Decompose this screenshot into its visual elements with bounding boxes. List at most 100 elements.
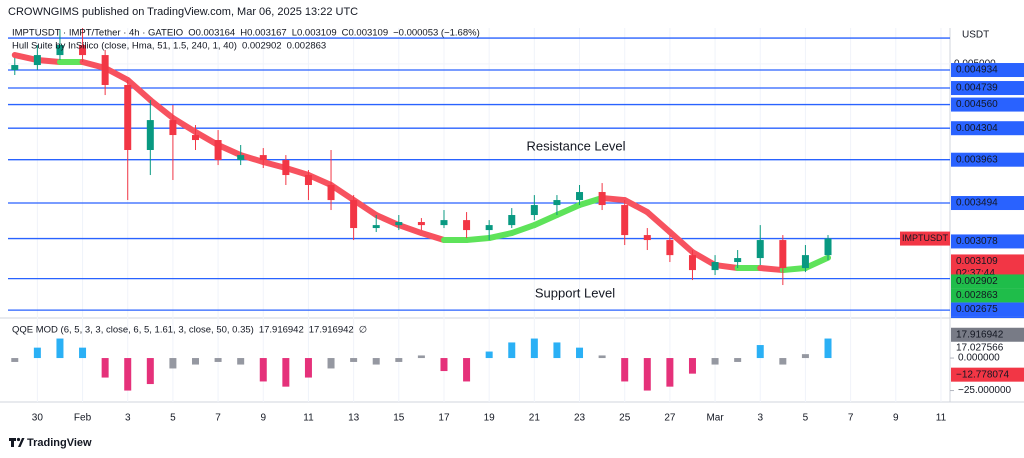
qqe-bar [734, 358, 742, 362]
tag-box [951, 234, 1024, 249]
candle-body [350, 200, 358, 229]
legend-text: IMPTUSDT · IMPT/Tether · 4h · GATEIO [12, 28, 183, 39]
tag-label: 0.003109 [956, 256, 998, 267]
legend-text: 17.916942 [259, 325, 304, 336]
qqe-bar [11, 358, 19, 362]
qqe-axis: 0.000000 −25.000000 17.916942 17.027566 −12.… [950, 327, 1024, 396]
price-tag: 17.027566 [956, 342, 1004, 353]
x-tick-label: 27 [664, 413, 676, 424]
legend-text: 0.002902 [242, 41, 282, 52]
candle-body [101, 55, 109, 85]
tag-box [951, 302, 1024, 317]
hull-segment [576, 195, 606, 209]
candle-body [11, 65, 19, 71]
candle-body [304, 175, 312, 186]
tag-label: 0.004560 [956, 99, 998, 110]
x-tick-label: 25 [619, 413, 631, 424]
hull-segment [712, 262, 741, 272]
hull-segment [644, 209, 673, 236]
candle-body [282, 160, 290, 176]
qqe-bar [463, 358, 471, 382]
candle-body [124, 84, 132, 151]
qqe-bar [33, 347, 41, 359]
tag-label: −12.778074 [956, 369, 1010, 380]
qqe-bar [146, 358, 154, 385]
x-tick-label: 15 [393, 413, 405, 424]
tag-label: 0.003963 [956, 154, 998, 165]
candle-body [666, 240, 674, 256]
candle-body [372, 225, 380, 229]
hull-segment [305, 172, 335, 189]
qqe-tick-label: −25.000000 [958, 385, 1012, 396]
price-tag: 0.002902 [951, 274, 1024, 289]
candle-body [734, 258, 742, 263]
tag-box [951, 97, 1024, 112]
hull-segment [192, 128, 222, 149]
brand: TradingView [27, 437, 92, 449]
tag-label: 0.002902 [956, 276, 998, 287]
x-tick-label: 17 [438, 413, 450, 424]
price-tag: 0.002334 [951, 316, 1024, 318]
qqe-area [11, 338, 832, 391]
candle-body [327, 185, 335, 201]
legend-text: QQE MOD (6, 5, 3, 3, close, 6, 5, 1.61, … [12, 325, 254, 336]
candle-body [237, 155, 245, 161]
logo-part [18, 438, 25, 447]
qqe-bar [101, 358, 109, 378]
qqe-bar [282, 358, 290, 387]
qqe-bar [214, 358, 222, 362]
qqe-bar [440, 358, 448, 372]
tag-box [951, 367, 1024, 382]
legend-text: L0.003109 [292, 28, 337, 39]
tag-box [951, 274, 1024, 289]
candle-body [259, 155, 267, 161]
x-tick-label: 3 [757, 413, 763, 424]
tag-box [951, 288, 1024, 303]
x-tick-label: 5 [170, 413, 176, 424]
qqe-bar [688, 358, 696, 374]
hull-segment [508, 222, 538, 237]
candle-body [146, 120, 154, 151]
qqe-tick-label: 0.000000 [958, 353, 1000, 364]
candle-body [598, 192, 606, 206]
tag-box [951, 81, 1024, 96]
candle-body [79, 44, 87, 56]
tag-box [951, 63, 1024, 78]
tag-label: 0.004934 [956, 65, 998, 76]
hull-segment [282, 165, 312, 179]
currency: USDT [962, 30, 989, 41]
candle-body [824, 238, 832, 256]
candle-body [779, 240, 787, 269]
x-tick-label: 7 [848, 413, 854, 424]
x-tick-label: Mar [706, 413, 724, 424]
candle-body [688, 255, 696, 271]
price-axis: 0.0050000.0049340.0047390.0045600.004304… [951, 59, 1024, 318]
qqe-bar [485, 351, 493, 359]
qqe-bar [801, 354, 809, 359]
qqe-bar [621, 358, 629, 382]
brand-logo [9, 437, 25, 447]
tag-label: 0.003078 [956, 236, 998, 247]
hull-segment [237, 152, 267, 166]
tag-label: 0.004739 [956, 83, 998, 94]
price-tag: 17.916942 [951, 327, 1024, 342]
tag-box [951, 327, 1024, 342]
x-tick-label: 7 [215, 413, 221, 424]
logo-part [11, 438, 14, 447]
qqe-bar [598, 355, 606, 359]
qqe-bar [191, 358, 199, 365]
candle-body [485, 225, 493, 231]
qqe-bar [124, 358, 132, 391]
tag-box [951, 152, 1024, 167]
hull-segment [124, 76, 154, 104]
qqe-bar [79, 347, 87, 359]
symbol-tag-box [900, 231, 950, 246]
price-tag: −12.778074 [951, 367, 1024, 382]
hull-segment [621, 197, 651, 216]
qqe-bar [779, 358, 787, 365]
legend-text: C0.003109 [342, 28, 388, 39]
hull-segment [599, 195, 628, 204]
price-tag: 0.004560 [951, 97, 1024, 112]
tag-box [951, 121, 1024, 136]
